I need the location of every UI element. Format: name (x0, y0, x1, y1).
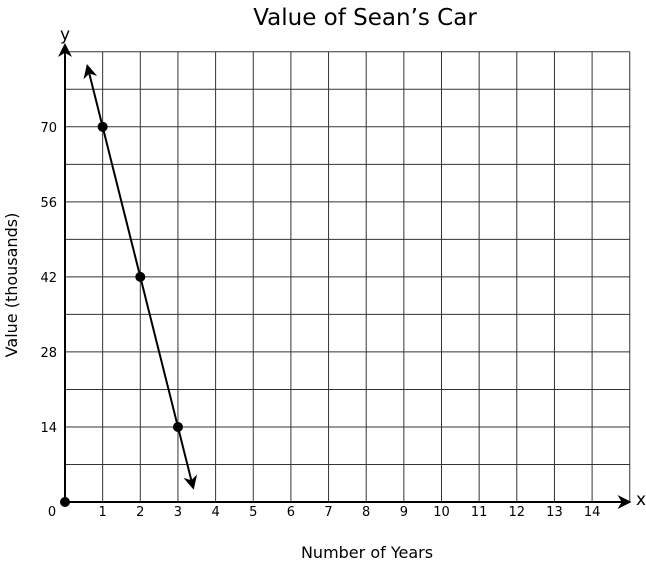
x-tick-labels: 1 2 3 4 5 6 7 8 9 10 11 12 13 14 (99, 505, 601, 520)
x-tick-label: 2 (136, 505, 144, 520)
x-tick-label: 8 (362, 505, 370, 520)
x-tick-label: 3 (174, 505, 182, 520)
y-axis-label: Value (thousands) (2, 213, 21, 358)
x-tick-label: 12 (509, 505, 526, 520)
y-tick-labels: 14 28 42 56 70 (40, 121, 57, 436)
data-point (135, 271, 146, 282)
x-tick-label: 13 (546, 505, 563, 520)
x-tick-label: 11 (471, 505, 488, 520)
origin-label: 0 (48, 505, 56, 520)
x-tick-label: 14 (584, 505, 601, 520)
x-tick-label: 9 (400, 505, 408, 520)
x-axis-letter: x (636, 490, 646, 510)
x-tick-label: 5 (249, 505, 257, 520)
data-points (60, 121, 183, 507)
y-tick-label: 14 (40, 421, 57, 436)
axes (58, 42, 632, 509)
x-tick-label: 1 (99, 505, 107, 520)
x-tick-label: 6 (287, 505, 295, 520)
grid (65, 51, 631, 502)
x-axis-label: Number of Years (301, 543, 433, 562)
y-axis-letter: y (60, 25, 70, 45)
x-tick-label: 7 (324, 505, 332, 520)
y-tick-label: 56 (40, 196, 57, 211)
chart-title: Value of Sean’s Car (253, 5, 477, 31)
y-tick-label: 42 (40, 271, 57, 286)
data-point (97, 121, 108, 132)
x-tick-label: 4 (211, 505, 219, 520)
y-tick-label: 70 (40, 121, 57, 136)
y-tick-label: 28 (40, 346, 57, 361)
data-point (60, 497, 70, 507)
x-tick-label: 10 (433, 505, 450, 520)
data-point (172, 421, 183, 432)
